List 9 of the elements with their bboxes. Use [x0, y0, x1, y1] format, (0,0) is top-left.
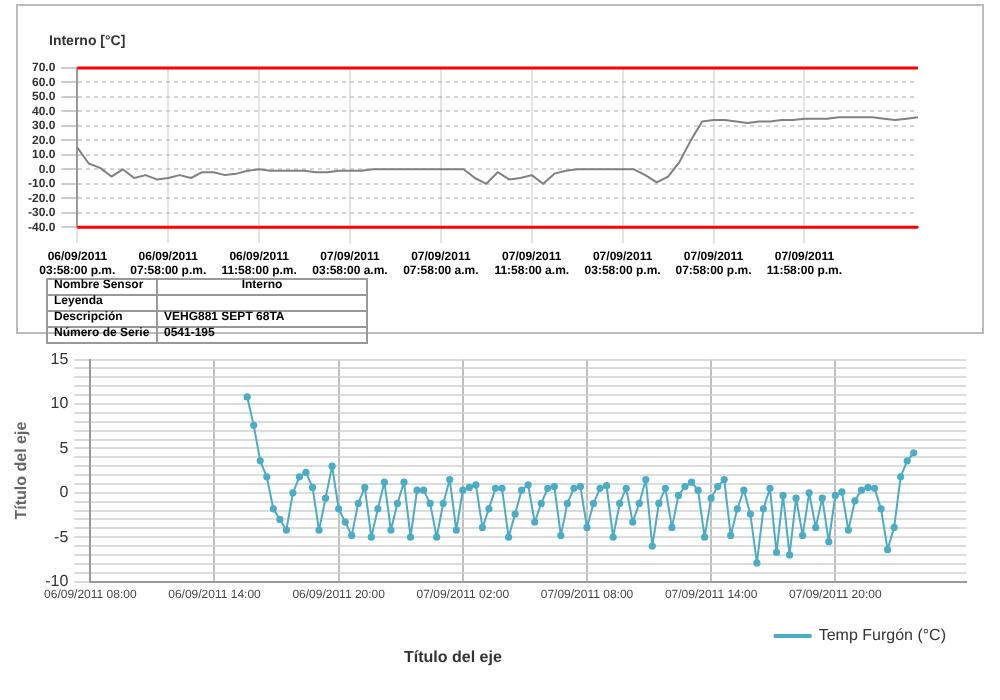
x-axis-title: Título del eje — [404, 648, 502, 666]
y-axis-title: Título del eje — [12, 420, 31, 520]
y-tick-label: 10 — [50, 394, 70, 413]
y-tick-label: 5 — [59, 438, 70, 457]
y-tick-label: -5 — [54, 527, 70, 546]
y-tick-label: 15 — [50, 350, 70, 369]
y-tick-label: 0 — [59, 483, 70, 502]
legend-label: Temp Furgón (°C) — [818, 626, 947, 645]
y-tick-label: -10 — [45, 572, 70, 591]
